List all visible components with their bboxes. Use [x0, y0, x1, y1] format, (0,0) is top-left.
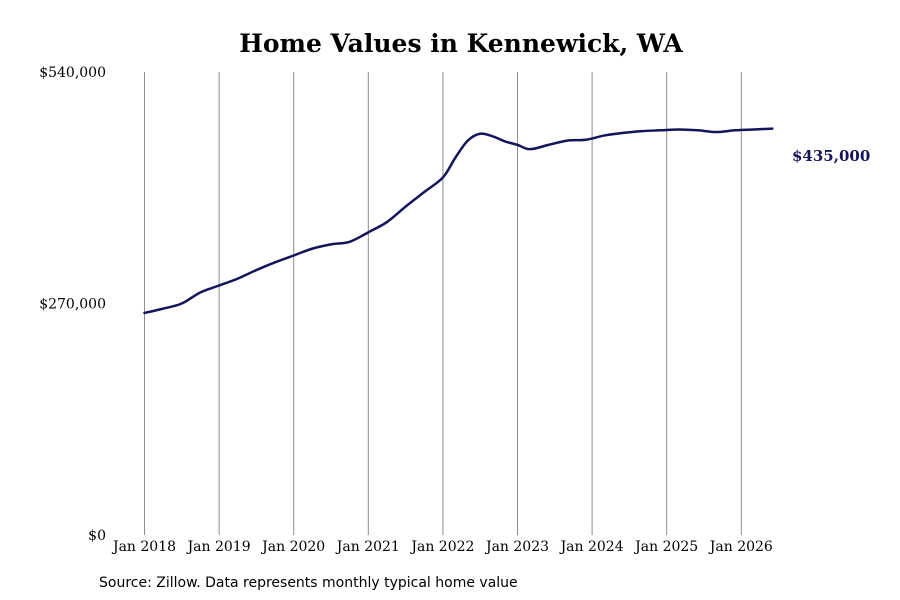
- x-tick-label: Jan 2020: [260, 539, 325, 555]
- grid-lines: [144, 72, 742, 535]
- series-line: [143, 127, 774, 315]
- chart-title: Home Values in Kennewick, WA: [239, 29, 683, 58]
- y-axis: $0 $270,000 $540,000: [39, 65, 106, 544]
- x-axis: Jan 2018 Jan 2019 Jan 2020 Jan 2021 Jan 2022…: [111, 539, 773, 555]
- end-value-label: $435,000: [792, 147, 870, 165]
- x-tick-label: Jan 2019: [186, 539, 251, 555]
- x-tick-label: Jan 2024: [559, 539, 624, 555]
- x-tick-label: Jan 2026: [708, 539, 773, 555]
- source-note: Source: Zillow. Data represents monthly …: [99, 575, 518, 591]
- y-tick-label: $270,000: [39, 297, 106, 313]
- series-group: [143, 127, 774, 315]
- y-tick-label: $540,000: [39, 65, 106, 81]
- x-tick-label: Jan 2023: [484, 539, 549, 555]
- x-tick-label: Jan 2025: [633, 539, 698, 555]
- x-tick-label: Jan 2021: [335, 539, 400, 555]
- y-tick-label: $0: [88, 528, 106, 544]
- x-tick-label: Jan 2022: [409, 539, 474, 555]
- x-tick-label: Jan 2018: [111, 539, 176, 555]
